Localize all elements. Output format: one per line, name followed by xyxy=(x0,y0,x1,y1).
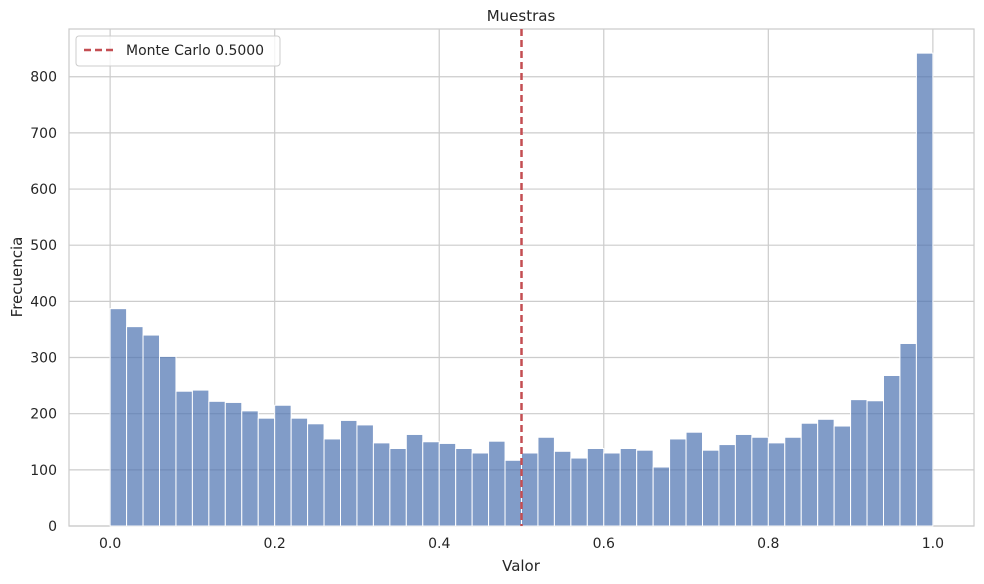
histogram-bar xyxy=(471,452,490,527)
histogram-bar xyxy=(866,400,885,527)
histogram-bar xyxy=(899,342,917,527)
y-tick-label: 0 xyxy=(48,519,57,535)
histogram-bar xyxy=(323,438,341,527)
histogram-bar xyxy=(586,448,605,527)
histogram-bar xyxy=(191,389,210,527)
histogram-bar xyxy=(455,448,473,527)
histogram-bar xyxy=(718,444,736,527)
histogram-bar xyxy=(537,436,555,527)
y-axis-ticks: 0 100 200 300 400 500 600 700 800 xyxy=(30,70,57,535)
histogram-bar xyxy=(389,448,407,527)
legend-box xyxy=(75,35,281,67)
histogram-bar xyxy=(126,326,144,527)
histogram-bar xyxy=(274,404,292,527)
histogram-bar xyxy=(570,457,588,527)
histogram-bar xyxy=(652,466,671,527)
y-tick-label: 200 xyxy=(30,407,57,423)
histogram-bar xyxy=(175,390,193,527)
histogram-bar xyxy=(405,433,424,527)
x-axis-label: Valor xyxy=(502,557,541,575)
histogram-bar xyxy=(142,334,161,527)
histogram-bar xyxy=(159,355,177,527)
histogram-bar xyxy=(340,419,358,527)
histogram-bar xyxy=(290,417,309,527)
histogram-bar xyxy=(488,440,506,527)
histogram-bar xyxy=(915,52,934,527)
x-tick-label: 0.2 xyxy=(264,536,286,552)
histogram-bar xyxy=(504,459,522,527)
legend: Monte Carlo 0.5000 xyxy=(75,35,281,67)
histogram-bar xyxy=(767,442,786,527)
histogram-bar xyxy=(883,374,901,527)
y-tick-label: 700 xyxy=(30,126,57,142)
y-tick-label: 400 xyxy=(30,294,57,310)
x-tick-label: 0.4 xyxy=(428,536,450,552)
histogram-bar xyxy=(372,442,391,527)
y-tick-label: 100 xyxy=(30,463,57,479)
histogram-bar xyxy=(307,423,325,527)
histogram-bar xyxy=(669,438,687,527)
histogram-bars xyxy=(109,52,934,527)
histogram-bar xyxy=(800,422,819,527)
x-tick-label: 0.6 xyxy=(593,536,615,552)
histogram-bar xyxy=(619,448,638,527)
histogram-bar xyxy=(833,425,852,527)
x-tick-label: 0.0 xyxy=(99,536,121,552)
histogram-bar xyxy=(241,410,259,527)
histogram-bar xyxy=(438,442,457,527)
y-tick-label: 600 xyxy=(30,182,57,198)
histogram-bar xyxy=(208,400,226,527)
histogram-bar xyxy=(553,450,572,527)
histogram-bar xyxy=(702,449,720,527)
histogram-bar xyxy=(109,308,128,527)
legend-label: Monte Carlo 0.5000 xyxy=(126,43,264,59)
chart-title: Muestras xyxy=(487,7,556,25)
histogram-bar xyxy=(734,433,753,527)
histogram-bar xyxy=(257,417,276,527)
x-tick-label: 0.8 xyxy=(757,536,779,552)
histogram-bar xyxy=(817,418,835,527)
histogram-bar xyxy=(422,441,440,527)
x-tick-label: 1.0 xyxy=(922,536,944,552)
histogram-bar xyxy=(685,431,704,527)
histogram-bar xyxy=(850,399,868,527)
y-tick-label: 300 xyxy=(30,351,57,367)
histogram-bar xyxy=(784,436,802,527)
histogram-bar xyxy=(636,449,654,527)
y-axis-label: Frecuencia xyxy=(8,237,26,318)
histogram-bar xyxy=(751,436,769,527)
histogram-bar xyxy=(356,424,374,527)
y-tick-label: 800 xyxy=(30,70,57,86)
histogram-bar xyxy=(521,452,539,527)
histogram-bar xyxy=(224,401,243,527)
histogram-bar xyxy=(603,452,621,527)
x-axis-ticks: 0.0 0.2 0.4 0.6 0.8 1.0 xyxy=(99,536,944,552)
y-tick-label: 500 xyxy=(30,238,57,254)
